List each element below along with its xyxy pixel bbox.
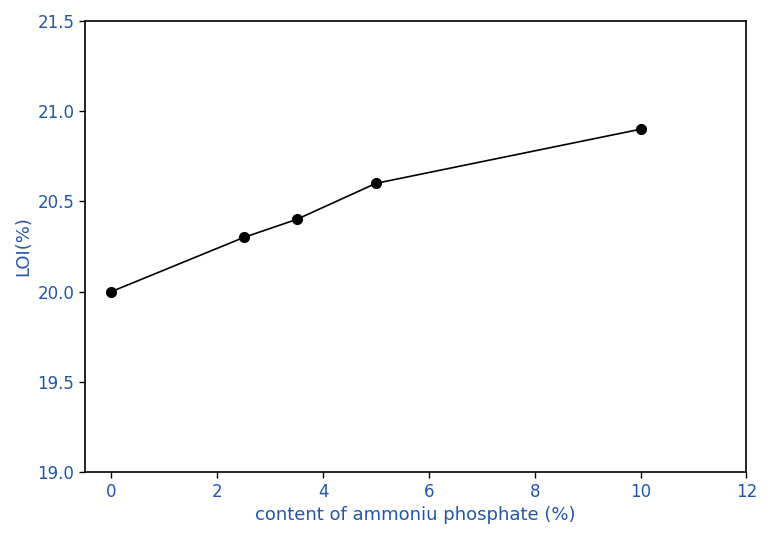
X-axis label: content of ammoniu phosphate (%): content of ammoniu phosphate (%) xyxy=(255,506,576,524)
Y-axis label: LOI(%): LOI(%) xyxy=(14,217,32,277)
